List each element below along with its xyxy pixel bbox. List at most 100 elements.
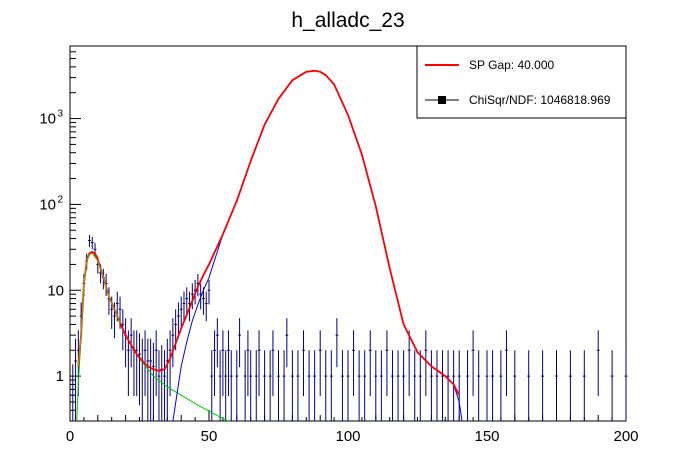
data-point <box>171 318 175 368</box>
data-point <box>413 350 417 421</box>
data-point <box>185 287 189 315</box>
data-point <box>90 236 94 250</box>
data-point <box>291 350 294 421</box>
data-point <box>277 350 280 421</box>
data-point <box>424 330 428 397</box>
data-point <box>329 350 333 421</box>
data-point <box>215 318 219 368</box>
data-point <box>471 330 475 397</box>
legend-box <box>416 45 627 119</box>
signal-fit-curve <box>172 70 463 422</box>
data-point <box>129 318 133 368</box>
data-point <box>227 330 230 397</box>
data-point <box>396 350 400 421</box>
data-point <box>335 318 339 368</box>
y-tick-label: 10 <box>47 282 64 299</box>
data-point <box>229 350 233 421</box>
data-point <box>446 350 450 421</box>
data-point <box>213 330 216 397</box>
data-point <box>124 318 127 368</box>
y-tick-exponent: 3 <box>57 109 63 120</box>
data-point <box>138 333 141 406</box>
data-point <box>527 350 531 421</box>
data-point <box>430 350 433 421</box>
data-point <box>302 330 305 397</box>
data-point <box>368 330 372 397</box>
data-point <box>457 350 461 421</box>
legend: SP Gap: 40.000 ChiSqr/NDF: 1046818.969 <box>416 45 627 119</box>
data-point <box>285 318 289 368</box>
data-point <box>379 350 383 421</box>
data-point <box>505 330 508 397</box>
data-point <box>146 338 150 421</box>
data-point <box>204 291 208 322</box>
aux-fit-curve <box>77 252 121 367</box>
data-point <box>513 350 517 421</box>
data-point <box>224 350 228 421</box>
data-point <box>235 350 239 421</box>
data-point <box>318 330 322 397</box>
data-point <box>243 350 247 421</box>
pedestal-fit-curve <box>76 251 229 422</box>
data-point <box>596 330 600 397</box>
data-point <box>249 350 253 421</box>
data-point <box>374 350 378 421</box>
data-point <box>207 280 211 305</box>
data-point <box>485 350 489 421</box>
x-tick-label: 50 <box>201 428 218 445</box>
data-point <box>190 283 194 310</box>
data-point <box>541 350 544 421</box>
data-point <box>268 350 272 421</box>
data-point <box>218 350 222 421</box>
data-point <box>307 350 311 421</box>
y-tick-label: 10 <box>39 111 56 128</box>
data-point <box>385 330 389 397</box>
data-point <box>179 296 183 329</box>
fit-curves <box>76 69 463 422</box>
data-point <box>441 350 444 421</box>
data-point <box>466 350 469 421</box>
data-point <box>168 330 172 397</box>
data-point <box>610 350 614 421</box>
data-point <box>246 330 250 397</box>
y-tick-exponent: 2 <box>57 194 63 205</box>
x-axis: 0 50 100 150 200 <box>66 410 639 445</box>
data-points <box>71 234 628 421</box>
x-tick-label: 150 <box>474 428 499 445</box>
chart-title: h_alladc_23 <box>291 9 404 32</box>
data-point <box>407 330 411 397</box>
data-point <box>499 350 503 421</box>
data-point <box>569 350 572 421</box>
total-fit-curve <box>77 69 460 396</box>
data-point <box>624 350 628 421</box>
legend-marker-chisqr <box>438 96 446 104</box>
data-point <box>157 350 161 421</box>
data-point <box>582 350 586 421</box>
legend-label-sp-gap: SP Gap: 40.000 <box>469 58 555 72</box>
data-point <box>135 330 139 397</box>
data-point <box>263 350 266 421</box>
data-point <box>402 350 405 421</box>
data-point <box>324 350 328 421</box>
data-point <box>149 338 153 421</box>
data-point <box>555 350 558 421</box>
data-point <box>210 350 214 421</box>
y-tick-label: 10 <box>39 196 56 213</box>
data-point <box>391 350 394 421</box>
data-point <box>282 350 286 421</box>
data-point <box>152 342 155 421</box>
data-point <box>165 338 169 421</box>
data-point <box>363 350 367 421</box>
x-tick-label: 200 <box>613 428 638 445</box>
data-point <box>88 234 91 248</box>
data-point <box>271 330 275 397</box>
x-tick-label: 0 <box>66 428 74 445</box>
data-point <box>182 291 186 322</box>
data-point <box>257 330 261 397</box>
data-point <box>177 302 180 339</box>
data-point <box>238 318 241 368</box>
data-point <box>254 350 258 421</box>
data-point <box>341 350 344 421</box>
